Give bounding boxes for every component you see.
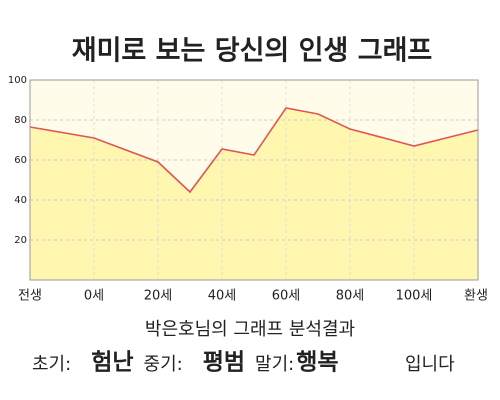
x-tick-label: 80세 bbox=[336, 289, 365, 304]
line bbox=[29, 107, 479, 194]
result-value: 평범 bbox=[203, 350, 245, 376]
result-value: 험난 bbox=[91, 350, 133, 376]
x-tick-label: 100세 bbox=[396, 289, 433, 304]
result-value: 행복 bbox=[296, 350, 338, 376]
x-tick-label: 60세 bbox=[272, 289, 301, 304]
result-heading: 박은호님의 그래프 분석결과 bbox=[145, 319, 355, 340]
x-tick-label: 40세 bbox=[208, 289, 237, 304]
x-tick-label: 0세 bbox=[84, 289, 104, 304]
y-tick-label: 100 bbox=[8, 75, 27, 86]
x-tick-label: 전생 bbox=[18, 289, 42, 304]
y-tick-label: 20 bbox=[14, 235, 27, 246]
y-tick-label: 60 bbox=[14, 155, 27, 166]
y-tick-label: 40 bbox=[14, 195, 27, 206]
result-label: 말기: bbox=[255, 354, 294, 375]
x-tick-label: 환생 bbox=[464, 289, 488, 304]
y-tick-label: 80 bbox=[14, 115, 27, 126]
area bbox=[30, 108, 478, 280]
plot-frame bbox=[29, 79, 479, 281]
result-suffix: 입니다 bbox=[405, 354, 455, 375]
result-line: 초기: 험난 중기: 평범 말기: 행복 입니다 bbox=[32, 350, 455, 376]
x-tick-label: 20세 bbox=[144, 289, 173, 304]
result-label: 중기: bbox=[144, 354, 183, 375]
chart-title: 재미로 보는 당신의 인생 그래프 bbox=[72, 36, 433, 67]
result-label: 초기: bbox=[32, 354, 71, 375]
